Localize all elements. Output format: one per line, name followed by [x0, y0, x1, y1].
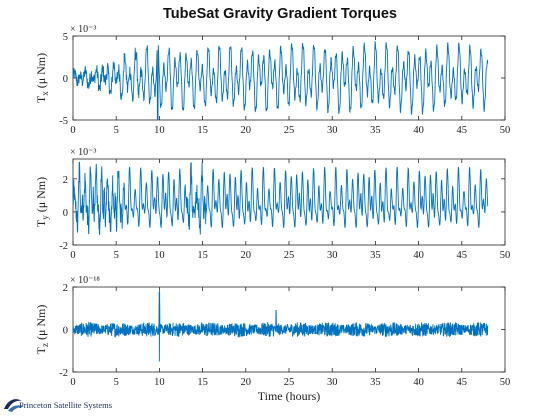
x-tick-label: 0	[70, 250, 75, 261]
x-tick-label: 50	[500, 125, 511, 136]
x-tick-label: 40	[413, 377, 424, 388]
chart-title: TubeSat Gravity Gradient Torques	[163, 6, 397, 22]
x-tick-label: 25	[284, 377, 295, 388]
x-tick-label: 15	[197, 125, 208, 136]
x-tick-label: 0	[70, 377, 75, 388]
chart-panel-0: 0 5 10 15 20 25 30 35 40 45 50-505× 10⁻³Tx (μ Nm)	[34, 24, 510, 136]
x-tick-label: 45	[457, 377, 468, 388]
x-tick-label: 40	[413, 125, 424, 136]
y-tick-label: 5	[63, 32, 68, 43]
y-exponent-label: × 10⁻³	[70, 24, 96, 35]
x-tick-label: 45	[457, 250, 468, 261]
x-tick-label: 30	[327, 377, 338, 388]
y-exponent-label: × 10⁻¹⁸	[70, 275, 100, 286]
x-tick-label: 35	[370, 377, 381, 388]
x-tick-label: 5	[114, 377, 119, 388]
x-tick-label: 10	[154, 250, 165, 261]
x-tick-label: 15	[197, 377, 208, 388]
y-tick-label: -2	[59, 368, 68, 379]
x-tick-label: 0	[70, 125, 75, 136]
x-tick-label: 20	[241, 377, 252, 388]
y-axis-label: Tz (μ Nm)	[34, 305, 50, 355]
x-tick-label: 5	[114, 125, 119, 136]
x-tick-label: 20	[241, 250, 252, 261]
y-tick-label: -2	[59, 241, 68, 252]
x-tick-label: 45	[457, 125, 468, 136]
series-line	[72, 291, 489, 362]
y-exponent-label: × 10⁻³	[70, 147, 96, 158]
y-tick-label: 0	[63, 208, 68, 219]
chart-panel-1: 0 5 10 15 20 25 30 35 40 45 50-202× 10⁻³Ty (μ Nm)	[34, 147, 510, 261]
x-tick-label: 25	[284, 125, 295, 136]
x-tick-label: 20	[241, 125, 252, 136]
x-tick-label: 35	[370, 250, 381, 261]
y-tick-label: 2	[63, 175, 68, 186]
x-tick-label: 50	[500, 377, 511, 388]
x-tick-label: 5	[114, 250, 119, 261]
x-tick-label: 40	[413, 250, 424, 261]
x-tick-label: 30	[327, 125, 338, 136]
y-tick-label: 2	[63, 283, 68, 294]
x-tick-label: 25	[284, 250, 295, 261]
axes-box	[72, 35, 506, 121]
x-tick-label: 30	[327, 250, 338, 261]
y-tick-label: 0	[63, 74, 68, 85]
y-tick-label: 0	[63, 326, 68, 337]
y-axis-label: Ty (μ Nm)	[34, 177, 50, 227]
x-axis-label: Time (hours)	[258, 389, 321, 403]
y-tick-label: -5	[59, 116, 68, 127]
pss-logo-icon	[4, 399, 24, 412]
x-tick-label: 35	[370, 125, 381, 136]
x-tick-label: 15	[197, 250, 208, 261]
x-tick-label: 10	[154, 125, 165, 136]
x-tick-label: 10	[154, 377, 165, 388]
series-line	[72, 161, 489, 236]
x-tick-label: 50	[500, 250, 511, 261]
series-line	[72, 41, 489, 121]
logo-text: Princeton Satellite Systems	[19, 400, 113, 410]
y-axis-label: Tx (μ Nm)	[34, 53, 50, 103]
